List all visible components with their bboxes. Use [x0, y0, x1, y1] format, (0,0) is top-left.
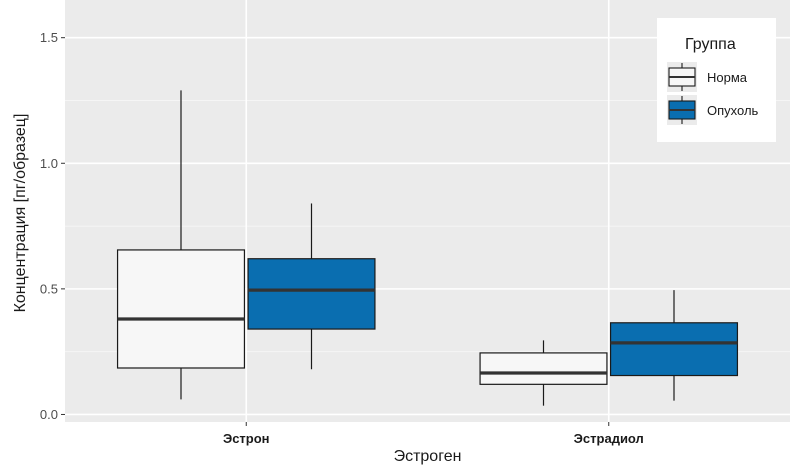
- legend-item-1: Норма: [667, 62, 748, 92]
- x-tick-label: Эстрон: [223, 431, 270, 446]
- y-tick-label: 0.0: [40, 407, 58, 422]
- y-tick-label: 1.5: [40, 30, 58, 45]
- legend-label: Норма: [707, 70, 748, 85]
- box-iqr: [609, 322, 739, 377]
- y-tick-label: 1.0: [40, 156, 58, 171]
- box-2-2: [609, 290, 739, 401]
- box-2-1: [247, 203, 376, 370]
- box-iqr: [247, 258, 376, 330]
- box-1-1: [116, 90, 246, 400]
- box-iqr: [116, 249, 246, 369]
- boxes: [116, 90, 739, 406]
- x-axis-title: Эстроген: [394, 448, 462, 465]
- legend-label: Опухоль: [707, 103, 759, 118]
- box-1-2: [479, 340, 608, 406]
- x-axis: Эстрон Эстрадиол: [223, 422, 644, 446]
- legend-items: Норма Опухоль: [667, 62, 759, 125]
- box-iqr: [479, 352, 608, 385]
- y-axis: 0.0 0.5 1.0 1.5: [40, 30, 65, 422]
- legend: Группа Норма Опухоль: [657, 18, 776, 142]
- x-tick-label: Эстрадиол: [574, 431, 644, 446]
- legend-title: Группа: [685, 36, 736, 53]
- legend-item-2: Опухоль: [667, 95, 759, 125]
- y-tick-label: 0.5: [40, 281, 58, 296]
- y-axis-title: Концентрация [пг/образец]: [12, 114, 29, 313]
